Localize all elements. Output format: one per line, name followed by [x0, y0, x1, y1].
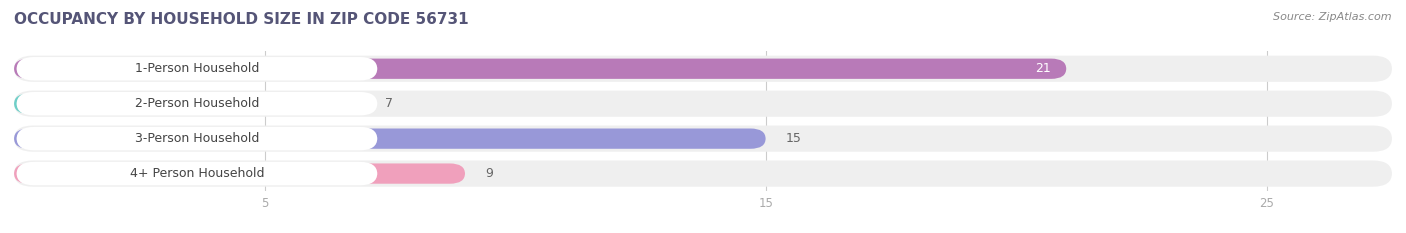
Text: 3-Person Household: 3-Person Household: [135, 132, 259, 145]
Text: 4+ Person Household: 4+ Person Household: [129, 167, 264, 180]
Text: OCCUPANCY BY HOUSEHOLD SIZE IN ZIP CODE 56731: OCCUPANCY BY HOUSEHOLD SIZE IN ZIP CODE …: [14, 12, 468, 27]
FancyBboxPatch shape: [17, 162, 377, 185]
Text: Source: ZipAtlas.com: Source: ZipAtlas.com: [1274, 12, 1392, 22]
FancyBboxPatch shape: [14, 126, 1392, 152]
FancyBboxPatch shape: [14, 91, 1392, 117]
Text: 7: 7: [385, 97, 392, 110]
Text: 1-Person Household: 1-Person Household: [135, 62, 259, 75]
FancyBboxPatch shape: [14, 129, 766, 149]
Text: 9: 9: [485, 167, 494, 180]
Text: 2-Person Household: 2-Person Household: [135, 97, 259, 110]
FancyBboxPatch shape: [14, 164, 465, 184]
FancyBboxPatch shape: [17, 127, 377, 150]
FancyBboxPatch shape: [14, 59, 1066, 79]
FancyBboxPatch shape: [17, 92, 377, 115]
Text: 15: 15: [786, 132, 801, 145]
FancyBboxPatch shape: [17, 57, 377, 80]
FancyBboxPatch shape: [14, 56, 1392, 82]
Text: 21: 21: [1035, 62, 1052, 75]
FancyBboxPatch shape: [14, 93, 364, 114]
FancyBboxPatch shape: [14, 161, 1392, 187]
